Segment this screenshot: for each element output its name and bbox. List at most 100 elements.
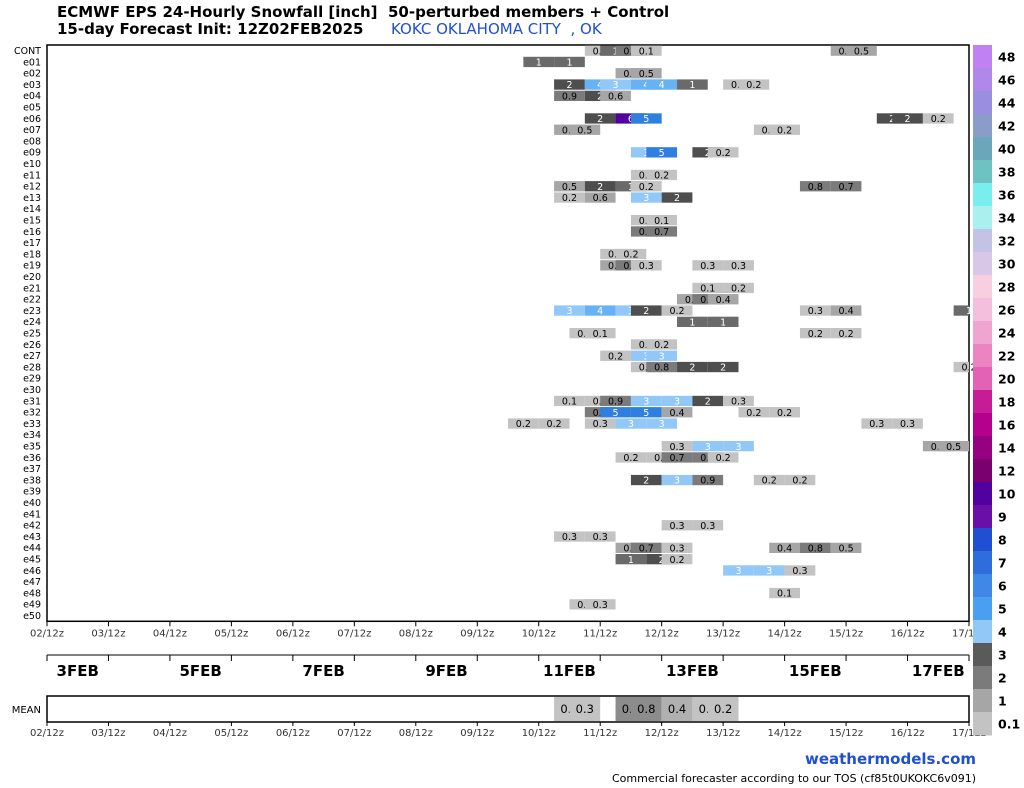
cell-value: 0.2 — [623, 250, 638, 261]
snow-cell — [692, 474, 724, 486]
snow-cell — [938, 441, 969, 452]
cell-value: 3 — [659, 351, 665, 362]
cell-value: 3 — [766, 566, 772, 577]
time-tick-label: 03/12z — [91, 628, 125, 639]
member-label: e25 — [23, 329, 41, 340]
cell-value: 2 — [705, 397, 711, 408]
colorbar-segment — [973, 137, 992, 161]
snow-cell — [707, 147, 739, 158]
snow-cell — [630, 192, 662, 203]
snow-cell — [538, 418, 570, 429]
member-label: e32 — [23, 408, 41, 419]
cell-value: 0.2 — [746, 408, 761, 419]
time-tick-label: 02/12z — [30, 628, 64, 639]
snow-cell — [661, 554, 693, 565]
snow-cell — [692, 395, 724, 407]
member-label: e47 — [23, 577, 41, 588]
mean-time-tick-label: 07/12z — [337, 728, 371, 739]
colorbar-segment — [973, 574, 992, 598]
date-label: 9FEB — [425, 662, 467, 680]
member-label: e50 — [23, 611, 41, 622]
cell-value: 1 — [689, 318, 695, 329]
snow-cell — [830, 328, 862, 339]
cell-value: 0.2 — [654, 340, 669, 351]
snow-cell — [953, 305, 969, 316]
member-label: e21 — [23, 283, 41, 294]
member-label: e37 — [23, 464, 41, 475]
mean-time-tick-label: 16/12z — [890, 728, 924, 739]
chart-title: ECMWF EPS 24-Hourly Snowfall [inch] 50-p… — [57, 3, 670, 21]
snow-cell — [707, 294, 739, 305]
snow-cell — [677, 316, 708, 327]
snow-cell — [723, 282, 754, 294]
snow-cell — [584, 181, 616, 192]
cell-value: 4 — [659, 80, 665, 91]
cell-value: 2 — [720, 363, 726, 374]
snow-cell — [554, 192, 585, 203]
cell-value: 0.2 — [716, 453, 731, 464]
colorbar-segment — [973, 229, 992, 253]
colorbar-segment — [973, 183, 992, 207]
cell-value: 0.2 — [716, 148, 731, 159]
snow-cell — [723, 441, 754, 452]
cell-value: 0.2 — [792, 476, 807, 487]
cell-value: 2 — [643, 476, 649, 487]
cell-value: 0.4 — [777, 544, 792, 555]
member-label: e16 — [23, 227, 41, 238]
snow-cell — [600, 90, 631, 101]
cell-value: 0.8 — [808, 544, 823, 555]
mean-time-tick-label: 08/12z — [399, 728, 433, 739]
colorbar-segment — [973, 505, 992, 529]
cell-value: 0.3 — [700, 521, 715, 532]
mean-time-tick-label: 17/12z — [952, 728, 986, 739]
cell-value: 2 — [905, 114, 911, 125]
mean-time-tick-label: 03/12z — [91, 728, 125, 739]
snow-cell — [661, 452, 693, 463]
snow-cell — [661, 474, 693, 486]
member-label: e44 — [23, 543, 41, 554]
mean-value: 0.3 — [576, 702, 594, 716]
colorbar-segment — [973, 436, 992, 460]
member-label: e39 — [23, 487, 41, 498]
colorbar-segment — [973, 620, 992, 644]
snow-cell — [707, 316, 739, 327]
chart-subtitle: 15-day Forecast Init: 12Z02FEB2025 — [57, 20, 364, 38]
snow-cell — [922, 113, 954, 124]
colorbar-label: 8 — [998, 533, 1007, 548]
snow-cell — [554, 56, 585, 68]
snow-cell — [646, 339, 678, 350]
member-label: e08 — [23, 136, 41, 147]
snow-cell — [738, 407, 770, 418]
snow-cell — [523, 56, 555, 68]
member-label: e29 — [23, 374, 41, 385]
snow-cell — [692, 441, 724, 452]
snow-cell — [584, 531, 616, 542]
colorbar-segment — [973, 482, 992, 506]
cell-value: 0.1 — [700, 284, 715, 295]
member-label: e28 — [23, 362, 41, 373]
snow-cell — [769, 587, 800, 599]
time-tick-label: 06/12z — [276, 628, 310, 639]
snow-cell — [646, 350, 678, 361]
site-credit[interactable]: weathermodels.com — [804, 750, 976, 768]
cell-value: 0.3 — [731, 261, 746, 272]
snow-cell — [584, 113, 616, 124]
mean-cell — [630, 697, 662, 721]
cell-value: 0.3 — [700, 261, 715, 272]
cell-value: 0.4 — [839, 306, 854, 317]
mean-time-tick-label: 13/12z — [706, 728, 740, 739]
member-label: e13 — [23, 193, 41, 204]
time-tick-label: 13/12z — [706, 628, 740, 639]
cell-value: 0.1 — [639, 46, 654, 57]
cell-value: 0.4 — [669, 408, 684, 419]
cell-value: 0.3 — [669, 442, 684, 453]
mean-cell — [661, 697, 693, 721]
snow-cell — [554, 79, 585, 90]
snow-cell — [830, 542, 862, 553]
snow-cell — [861, 418, 893, 429]
member-label: e01 — [23, 57, 41, 68]
cell-value: 3 — [659, 419, 665, 430]
cell-value: 0.6 — [608, 92, 623, 103]
cell-value: 3 — [735, 566, 741, 577]
snow-cell — [692, 282, 724, 294]
